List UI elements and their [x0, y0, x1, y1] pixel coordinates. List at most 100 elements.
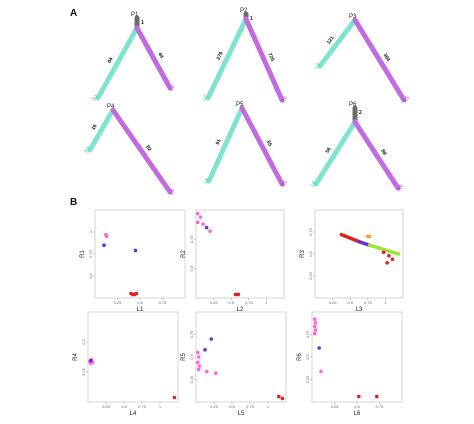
data-point	[197, 364, 202, 368]
x-tick-label: 0.75	[245, 300, 254, 305]
tree-4: P4 16 82 R4 L4	[84, 104, 177, 196]
right-branch-number: 44	[156, 52, 164, 60]
right-branch-number: 384	[382, 52, 392, 62]
y-tick-label: 0.75	[189, 235, 194, 244]
data-point	[104, 234, 109, 239]
y-tick-label: 0.5	[189, 353, 194, 359]
y-axis-title: R2	[181, 250, 187, 258]
tree-5: P5 61 65 L5 R5	[203, 102, 290, 188]
tree-3: P3 121 384 L3 R3	[314, 14, 412, 104]
y-tick-label: 0.5	[308, 250, 313, 256]
data-point	[196, 350, 200, 355]
scatter-panels: 0.25 0.5 0.75 0.5 0.75 1 L1 R1 0.25 0.5 0.75 1 0.5 0.…	[73, 209, 404, 417]
panel-b-label: B	[70, 197, 77, 208]
left-leaf-label: R4	[84, 145, 93, 154]
left-leaf-label: R1	[92, 93, 101, 102]
data-point	[236, 292, 241, 297]
data-point	[133, 248, 138, 253]
left-branch-number: 64	[107, 56, 115, 64]
data-point	[277, 394, 281, 399]
data-point	[196, 355, 201, 359]
left-leaf-label: L2	[202, 94, 210, 102]
tree-2: P21 279 725 L2 R2	[202, 8, 290, 104]
x-tick-label: 0.75	[246, 404, 255, 409]
data-point	[387, 253, 391, 258]
data-point	[375, 394, 379, 399]
x-tick-label: 0.5	[229, 404, 235, 409]
left-leaf-label: L6	[310, 180, 318, 188]
right-leaf-label: L1	[169, 84, 177, 92]
right-branch	[352, 17, 407, 103]
trajectory-segment	[367, 243, 401, 256]
right-leaf-label: R5	[281, 179, 290, 188]
panel-a-label: A	[70, 8, 77, 19]
data-point	[381, 250, 386, 255]
data-point	[313, 321, 318, 325]
left-branch	[87, 107, 116, 153]
y-axis-title: R4	[73, 353, 79, 361]
right-branch-number: 88	[379, 148, 387, 156]
right-leaf-label: R6	[397, 183, 406, 192]
root-label: P2	[240, 8, 248, 14]
data-point	[312, 317, 317, 322]
data-point	[198, 215, 203, 219]
data-point	[172, 395, 177, 400]
right-branch	[239, 105, 285, 187]
root-label: P6	[349, 102, 357, 108]
right-branch	[352, 119, 401, 191]
x-axis-title: L6	[354, 411, 361, 417]
y-tick-label: 0.25	[305, 375, 310, 384]
x-tick-label: 0.25	[210, 404, 219, 409]
x-tick-label: 1	[267, 404, 270, 409]
data-point	[312, 324, 317, 329]
x-tick-label: 1	[384, 300, 387, 305]
plot-frame	[311, 311, 403, 403]
left-leaf-label: L5	[203, 177, 211, 185]
left-branch	[95, 25, 140, 101]
x-axis-title: L2	[237, 307, 244, 313]
scatter-plot-6: 0.25 0.5 0.75 0.25 0.5 0.75 L6 R6	[297, 311, 403, 417]
y-tick-label: 0.5	[305, 353, 310, 359]
tree-6: P62 56 88 L6 R6	[310, 102, 406, 192]
right-leaf-label: R2	[281, 95, 290, 104]
right-branch	[243, 16, 285, 103]
data-point	[201, 222, 205, 226]
y-tick-label: 0.25	[308, 271, 313, 280]
root-branch-number: 2	[359, 110, 362, 116]
right-branch	[134, 25, 173, 91]
data-point	[319, 369, 323, 374]
left-branch-number: 279	[216, 51, 225, 61]
tree-1: P11 64 44 R1 L1	[92, 12, 177, 102]
plot-frame	[195, 311, 287, 403]
trajectory-segment	[357, 239, 372, 247]
data-point	[134, 291, 139, 296]
scatter-plot-1: 0.25 0.5 0.75 0.5 0.75 1 L1 R1	[80, 209, 186, 313]
data-point	[357, 394, 361, 399]
y-tick-label: 0.5	[88, 272, 93, 278]
root-branch-number: 1	[250, 16, 253, 22]
right-branch-number: 65	[265, 140, 273, 148]
x-axis-title: L1	[137, 307, 144, 313]
right-leaf-label: R3	[403, 95, 412, 104]
data-point	[390, 257, 395, 262]
x-tick-label: 1	[265, 300, 268, 305]
data-point	[313, 328, 318, 332]
x-tick-label: 0.75	[138, 404, 147, 409]
x-axis-title: L4	[130, 411, 137, 417]
y-axis-title: R6	[297, 353, 303, 361]
data-point	[233, 292, 238, 297]
data-point	[196, 360, 200, 365]
root-branch-number: 1	[141, 20, 144, 26]
root-label: P5	[236, 102, 244, 108]
left-branch-number: 16	[91, 123, 99, 131]
data-point	[205, 369, 209, 374]
root-label: P3	[349, 14, 357, 20]
data-point	[312, 331, 317, 336]
y-axis-title: R1	[80, 250, 86, 258]
left-leaf-label: L3	[314, 62, 322, 70]
left-branch-number: 121	[326, 35, 336, 45]
right-branch	[110, 107, 173, 195]
y-axis-title: R5	[181, 353, 187, 361]
data-point	[280, 396, 285, 401]
